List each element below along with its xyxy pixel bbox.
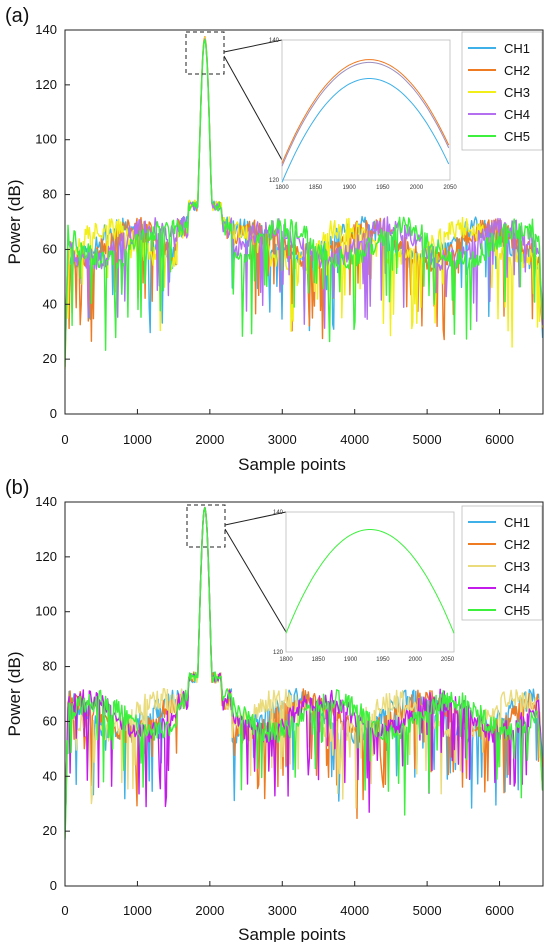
y-tick-label: 140 <box>35 22 57 37</box>
y-axis-title: Power (dB) <box>5 179 24 264</box>
y-tick-label: 60 <box>43 713 57 728</box>
y-tick-label: 60 <box>43 241 57 256</box>
x-tick-label: 0 <box>61 903 68 918</box>
x-tick-label: 0 <box>61 432 68 447</box>
zoom-connector <box>223 55 283 161</box>
inset-chart: 1800 1850 1900 1950 2000 2050 120 140 <box>269 38 457 191</box>
x-axis-title: Sample points <box>238 925 346 942</box>
y-tick-label: 20 <box>43 823 57 838</box>
inset-x-tick-label: 1800 <box>275 185 289 191</box>
legend-label: CH3 <box>504 559 530 574</box>
y-tick-label: 100 <box>35 604 57 619</box>
y-tick-label: 80 <box>43 187 57 202</box>
x-tick-label: 1000 <box>123 903 152 918</box>
legend-label: CH2 <box>504 63 530 78</box>
zoom-connector <box>224 528 287 633</box>
series-group <box>65 506 543 840</box>
y-tick-label: 0 <box>50 878 57 893</box>
inset-y-tick-label: 140 <box>269 38 280 44</box>
inset-x-tick-label: 1900 <box>344 657 358 663</box>
inset-frame <box>281 39 451 181</box>
x-tick-label: 2000 <box>195 432 224 447</box>
x-tick-label: 5000 <box>413 432 442 447</box>
y-tick-label: 80 <box>43 659 57 674</box>
x-axis-title: Sample points <box>238 455 346 474</box>
x-tick-label: 6000 <box>485 432 514 447</box>
series-ch5 <box>65 39 543 367</box>
x-tick-label: 6000 <box>485 903 514 918</box>
zoom-box <box>185 31 225 75</box>
panel-label: (a) <box>5 5 29 27</box>
y-tick-label: 120 <box>35 549 57 564</box>
y-tick-label: 40 <box>43 768 57 783</box>
legend-label: CH1 <box>504 515 530 530</box>
x-tick-label: 1000 <box>123 432 152 447</box>
x-tick-label: 3000 <box>268 432 297 447</box>
inset-x-tick-label: 2000 <box>409 657 423 663</box>
inset-chart: 1800 1850 1900 1950 2000 2050 120 140 <box>273 510 455 663</box>
legend-frame <box>461 505 543 621</box>
y-axis-title: Power (dB) <box>5 651 24 736</box>
zoom-connector <box>223 39 283 53</box>
plot-frame <box>64 501 544 887</box>
x-tick-label: 4000 <box>340 903 369 918</box>
inset-curve <box>281 59 450 164</box>
zoom-connector <box>224 511 287 526</box>
series-ch5 <box>65 506 543 840</box>
inset-curve <box>285 529 455 634</box>
legend-label: CH2 <box>504 537 530 552</box>
panel-label: (b) <box>5 477 29 499</box>
y-tick-label: 20 <box>43 351 57 366</box>
legend-label: CH1 <box>504 41 530 56</box>
inset-frame <box>285 511 455 653</box>
inset-x-tick-label: 2050 <box>441 657 455 663</box>
y-tick-label: 0 <box>50 406 57 421</box>
series-group <box>65 36 543 369</box>
inset-x-tick-label: 1950 <box>376 657 390 663</box>
legend-label: CH4 <box>504 581 530 596</box>
inset-x-tick-label: 2000 <box>410 185 424 191</box>
chart-panel-a: (a) 0 1000 2000 3000 4000 5000 6000 0 20 40 60 80 100… <box>5 5 544 474</box>
x-tick-label: 3000 <box>268 903 297 918</box>
y-tick-label: 40 <box>43 296 57 311</box>
x-tick-label: 5000 <box>413 903 442 918</box>
legend: CH1 CH2 CH3 CH4 CH5 <box>461 505 543 621</box>
zoom-box <box>186 504 226 548</box>
y-tick-label: 100 <box>35 132 57 147</box>
inset-y-tick-label: 120 <box>273 650 284 656</box>
series-ch4 <box>65 38 543 349</box>
inset-curve <box>281 78 450 183</box>
chart-panel-b: (b) 0 1000 2000 3000 4000 5000 6000 0 20 40 60 80 100… <box>5 477 544 942</box>
inset-curve <box>281 61 450 167</box>
legend: CH1 CH2 CH3 CH4 CH5 <box>461 31 543 151</box>
inset-x-tick-label: 1900 <box>343 185 357 191</box>
y-tick-label: 140 <box>35 494 57 509</box>
inset-x-tick-label: 2050 <box>443 185 457 191</box>
inset-y-tick-label: 120 <box>269 178 280 184</box>
inset-x-tick-label: 1950 <box>376 185 390 191</box>
plot-frame <box>64 29 544 415</box>
inset-x-tick-label: 1850 <box>312 657 326 663</box>
legend-label: CH5 <box>504 603 530 618</box>
x-tick-label: 2000 <box>195 903 224 918</box>
legend-label: CH4 <box>504 107 530 122</box>
inset-x-tick-label: 1800 <box>279 657 293 663</box>
inset-y-tick-label: 140 <box>273 510 284 516</box>
legend-label: CH3 <box>504 85 530 100</box>
x-tick-label: 4000 <box>340 432 369 447</box>
y-tick-label: 120 <box>35 77 57 92</box>
legend-label: CH5 <box>504 129 530 144</box>
inset-x-tick-label: 1850 <box>309 185 323 191</box>
